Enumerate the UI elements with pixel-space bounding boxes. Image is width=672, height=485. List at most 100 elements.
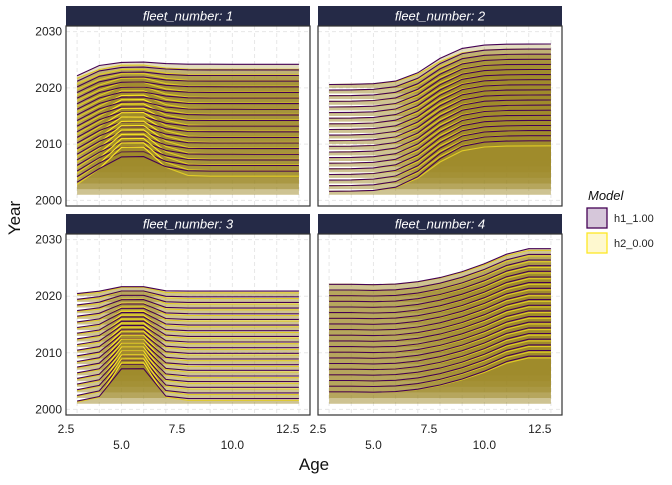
ridge-area-h1 (77, 106, 299, 139)
x-tick-label: 7.5 (169, 422, 186, 436)
ridge-line-h1 (76, 86, 299, 105)
ridge-line-h1 (329, 140, 551, 192)
ridge-line-h1 (329, 270, 551, 308)
ridge-area-h2 (77, 319, 299, 342)
ridge-area-h1 (329, 356, 551, 404)
ridge-area-h2 (77, 138, 299, 184)
ridge-area-h1 (329, 271, 551, 319)
facet-panel-1: fleet_number: 1 2000 2010 2020 2030 (35, 6, 311, 207)
ridge-line-h2 (76, 64, 299, 79)
ridge-area-h1 (329, 64, 551, 111)
ridge-line-h1 (329, 124, 551, 176)
ridge-area-h1 (329, 282, 551, 331)
ridge-line-h1 (77, 350, 299, 379)
ridge-area-h2 (329, 140, 551, 190)
facet-strip (318, 214, 562, 234)
ridge-line-h1 (329, 74, 551, 119)
ridge-line-h2 (77, 314, 299, 335)
ridge-area-h2 (77, 147, 299, 195)
ridge-line-h1 (76, 76, 299, 93)
ridge-line-h1 (76, 126, 299, 150)
ridge-area-h1 (77, 368, 299, 404)
ridge-line-h2 (76, 103, 299, 129)
ridge-area-h1 (329, 254, 551, 302)
ridge-area-h1 (329, 344, 551, 393)
y-tick-label: 2020 (35, 81, 62, 95)
ridge-area-h1 (77, 338, 299, 365)
y-axis-title: Year (5, 200, 24, 235)
ridge-line-h1 (329, 321, 551, 359)
ridge-line-h1 (76, 66, 299, 82)
ridge-area-h2 (329, 130, 551, 178)
ridges (76, 61, 299, 195)
facet-strip-label: fleet_number: 4 (395, 217, 485, 232)
legend-swatch (586, 207, 608, 229)
ridge-area-h2 (77, 121, 299, 161)
ridge-area-h1 (329, 288, 551, 336)
y-tick-label: 2030 (35, 25, 62, 39)
ridge-line-h2 (76, 77, 299, 96)
facet-strip-label: fleet_number: 3 (143, 217, 234, 232)
ridge-line-h1 (329, 58, 551, 102)
facet-strip-label: fleet_number: 2 (395, 9, 486, 24)
ridge-line-h1 (329, 79, 551, 125)
ridge-line-h1 (329, 89, 551, 136)
ridge-line-h1 (329, 310, 551, 348)
ridge-line-h1 (76, 116, 299, 138)
ridge-area-h1 (77, 111, 299, 145)
panel-border (65, 25, 311, 207)
ridge-line-h1 (76, 131, 299, 155)
x-tick-label: 10.0 (473, 438, 497, 452)
facet-strip (318, 6, 562, 26)
ridge-area-h1 (329, 350, 551, 399)
facet-strip (66, 6, 310, 26)
ridge-line-h2 (76, 354, 299, 392)
ridge-line-h1 (76, 355, 299, 385)
ridge-line-h1 (329, 332, 551, 371)
ridge-area-h1 (329, 260, 551, 308)
ridge-line-h1 (329, 94, 551, 142)
y-tick-label: 2000 (35, 193, 62, 207)
y-tick-label: 2010 (35, 137, 62, 151)
ridge-line-h1 (329, 304, 551, 342)
panel-border (317, 233, 563, 416)
x-tick-label: 5.0 (113, 438, 130, 452)
legend-label: h2_0.00 (614, 238, 654, 250)
ridge-line-h1 (329, 99, 551, 147)
ridge-line-h1 (77, 294, 299, 306)
ridge-line-h2 (76, 99, 299, 124)
ridge-line-h1 (329, 282, 551, 320)
ridge-line-h1 (76, 81, 299, 99)
ridge-area-h1 (329, 316, 551, 365)
ridge-area-h1 (77, 136, 299, 173)
ridge-line-h1 (329, 293, 551, 331)
ridge-line-h1 (77, 329, 299, 351)
ridge-line-h2 (77, 342, 299, 375)
ridge-area-h2 (77, 95, 299, 128)
ridge-line-h2 (76, 362, 299, 403)
ridge-area-h2 (77, 142, 299, 190)
ridge-line-h1 (329, 109, 551, 159)
ridge-line-h2 (77, 350, 299, 386)
ridge-line-h1 (76, 156, 299, 183)
legend-swatch (586, 232, 608, 254)
x-tick-label: 5.0 (365, 438, 382, 452)
ridge-line-h2 (76, 137, 299, 174)
ridge-line-h2 (76, 133, 299, 169)
ridge-area-h2 (329, 120, 551, 167)
ridge-line-h2 (77, 322, 299, 346)
ridges (329, 248, 551, 404)
ridge-line-h1 (77, 320, 299, 340)
ridge-line-h1 (77, 342, 299, 368)
ridge-line-h1 (76, 61, 299, 77)
panel-border (317, 25, 563, 207)
ridge-area-h1 (77, 126, 299, 161)
ridge-area-h1 (329, 294, 551, 342)
ridge-line-h2 (77, 338, 299, 369)
ridge-line-h1 (329, 338, 551, 376)
ridge-line-h1 (329, 299, 551, 337)
ridge-line-h1 (76, 121, 299, 144)
ridge-line-h1 (329, 287, 551, 325)
legend: Model h1_1.00 h2_0.00 (586, 188, 654, 254)
